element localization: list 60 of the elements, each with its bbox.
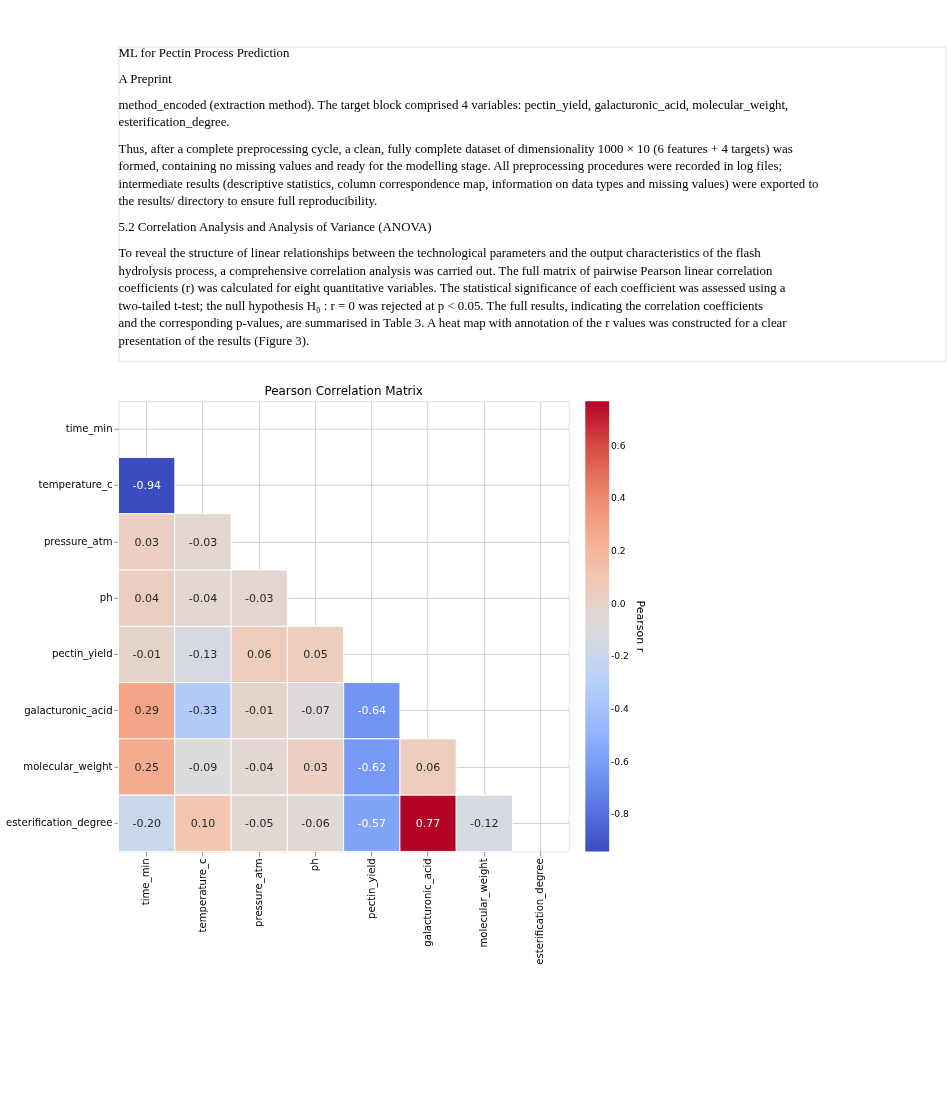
data-label: -0.03 [244, 591, 274, 605]
color-bar-label: -0.4 [611, 703, 630, 715]
data-label: -0.05 [244, 816, 274, 830]
text: 5.2 Correlation Analysis and Analysis of Variance (ANOVA) [118, 220, 432, 235]
data-label: -0.94 [132, 479, 161, 493]
x-tick-label: pectin_yield [365, 858, 378, 919]
x-tick-label: time_min [140, 858, 153, 906]
color-bar-label: -0.2 [611, 650, 629, 662]
color-bar-label: 0.0 [611, 597, 626, 609]
color-bar-title: Pearson r [633, 600, 647, 653]
data-label: 0.03 [303, 760, 328, 774]
y-tick-label: temperature_c [38, 479, 113, 492]
y-tick-label: pectin_yield [51, 648, 113, 661]
data-label: -0.57 [357, 816, 387, 830]
data-label: -0.04 [244, 760, 274, 774]
y-tick-label: time_min [65, 423, 113, 436]
data-label: -0.62 [357, 760, 387, 774]
data-label: -0.33 [188, 704, 218, 718]
x-tick-label: galacturonic_acid [421, 858, 434, 947]
y-tick-label: galacturonic_acid [24, 704, 113, 717]
data-label: -0.01 [244, 704, 274, 718]
data-label: -0.12 [470, 816, 499, 830]
data-label: 0.06 [415, 760, 441, 774]
x-tick-label: temperature_c [196, 858, 209, 933]
text: To reveal the structure of linear relationships between the technological parameters and the output characteristics of the flash hydrolysis process, a comprehensive correlation analysis was carried out. The full matrix of pairwise Pearson linear correlation coefficients (r) was calculated for eight quantitative variables. The statistical significance of each coefficient was assessed using a two-tailed t-test; the null hypothesis H₀ : r = 0 was rejected at p < 0.05. The full results, indicating the correlation coefficients and the corresponding p-values, are summarised in Table 3. A heat map with annotation of the r values was constructed for a clear presentation of the results (Figure 3). [118, 246, 788, 348]
data-label: -0.64 [357, 704, 387, 718]
data-label: 0.77 [415, 816, 441, 830]
data-label: -0.09 [188, 760, 218, 774]
data-label: -0.04 [188, 591, 218, 605]
text: Thus, after a complete preprocessing cycle, a clean, fully complete dataset of dimensionality 1000 × 10 (6 features + 4 targets) was formed, containing no missing values and ready for the modelling stage. All preprocessing procedures were recorded in log files; intermediate results (descriptive statistics, column correspondence map, information on data types and missing values) were exported to the results/ directory to ensure full reproducibility. [118, 141, 819, 209]
x-tick-label: ph [309, 858, 321, 872]
x-tick-label: molecular_weight [478, 858, 491, 948]
color-bar-label: 0.2 [611, 545, 626, 557]
data-label: 0.05 [303, 648, 328, 662]
color-bar-label: -0.8 [611, 808, 630, 820]
data-label: -0.06 [301, 816, 330, 830]
data-label: 0.03 [134, 535, 159, 549]
data-label: 0.29 [134, 704, 159, 718]
data-label: 0.10 [190, 816, 216, 830]
data-label: -0.01 [132, 648, 161, 662]
text: A Preprint [118, 71, 173, 86]
y-tick-label: molecular_weight [23, 760, 113, 773]
x-tick-label: esterification_degree [534, 858, 547, 965]
y-tick-label: pressure_atm [43, 535, 113, 548]
text: ML for Pectin Process Prediction [118, 45, 291, 60]
data-label: 0.04 [134, 591, 159, 605]
data-label: -0.13 [188, 648, 218, 662]
chart-title: Pearson Correlation Matrix [264, 383, 423, 398]
data-label: 0.06 [246, 648, 272, 662]
text: method_encoded (extraction method). The target block comprised 4 variables: pectin_yield, galacturonic_acid, molecular_weight, esterification_degree. [118, 98, 789, 130]
x-tick-label: pressure_atm [252, 858, 265, 927]
data-label: -0.07 [301, 704, 330, 718]
color-bar-label: 0.6 [611, 439, 626, 451]
data-label: 0.25 [134, 760, 159, 774]
data-label: -0.03 [188, 535, 218, 549]
y-tick-label: esterification_degree [6, 817, 113, 830]
data-label: -0.20 [132, 816, 161, 830]
color-bar-label: 0.4 [611, 492, 626, 504]
y-tick-label: ph [99, 591, 113, 603]
color-bar-label: -0.6 [611, 755, 630, 767]
